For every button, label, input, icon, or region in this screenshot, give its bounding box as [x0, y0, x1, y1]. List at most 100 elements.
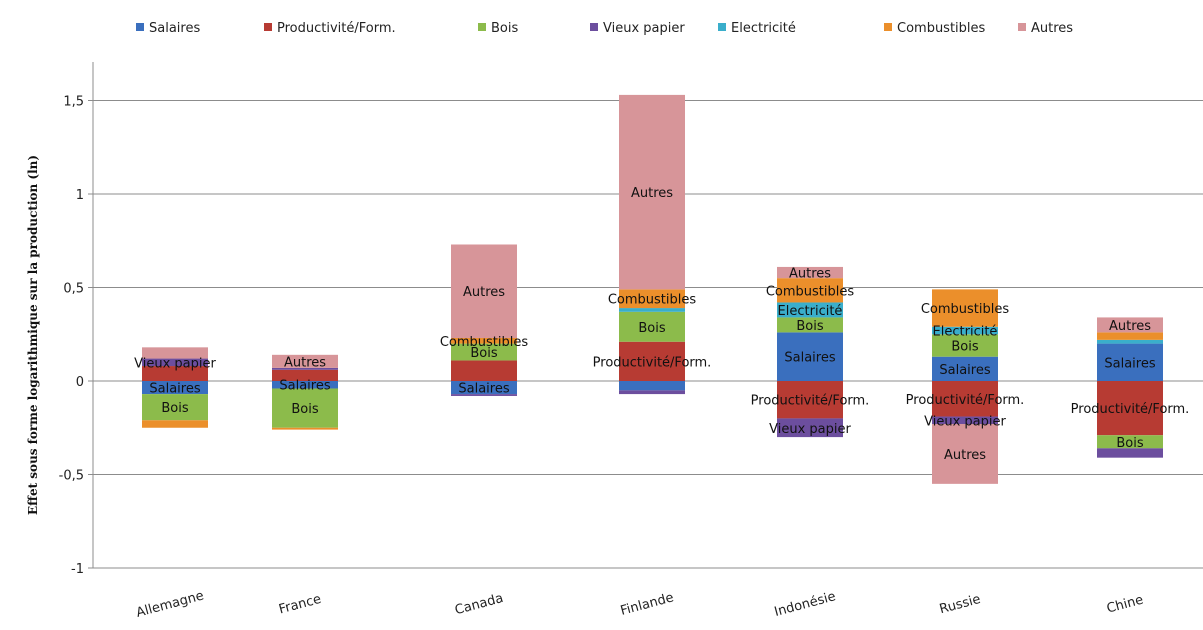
bar-segment-france-vieux-papier	[272, 367, 338, 370]
bar-segment-chine-bois	[1097, 435, 1163, 449]
y-tick-label: 0,5	[63, 282, 84, 297]
bar-segment-allemagne-bois	[142, 394, 208, 421]
segment-label: Productivité/Form.	[751, 394, 870, 409]
legend-item-salaires: Salaires	[136, 21, 200, 36]
segment-label: Vieux papier	[924, 414, 1006, 429]
segment-label: Bois	[1116, 436, 1143, 451]
category-label-russie: Russie	[938, 592, 982, 617]
segment-label: Salaires	[279, 379, 330, 394]
bar-segment-canada-productivite-form	[451, 360, 517, 381]
segment-label: Salaires	[784, 351, 835, 366]
segment-label: Productivité/Form.	[1071, 402, 1190, 417]
bar-segment-france-productivite-form	[272, 369, 338, 381]
bar-segment-russie-vieux-papier	[932, 416, 998, 425]
segment-label: Bois	[951, 339, 978, 354]
bar-segment-canada-combustibles	[451, 337, 517, 344]
segment-label: Autres	[631, 186, 673, 201]
segment-label: Autres	[463, 285, 505, 300]
bar-segment-finlande-bois	[619, 311, 685, 342]
bar-segment-allemagne-autres	[142, 347, 208, 359]
legend-label: Vieux papier	[603, 21, 685, 36]
y-axis-label: Effet sous forme logarithmique sur la pr…	[26, 155, 40, 515]
bar-stack-finlande	[619, 94, 685, 395]
segment-label: Electricité	[933, 325, 998, 340]
bar-segment-indonesie-salaires	[777, 332, 843, 381]
segment-label: Vieux papier	[769, 422, 851, 437]
bar-stack-russie	[932, 289, 998, 484]
legend-item-productivite-form: Productivité/Form.	[264, 21, 396, 36]
bar-segment-canada-vieux-papier	[451, 394, 517, 396]
bars	[142, 94, 1163, 484]
category-label-france: France	[277, 592, 323, 618]
bar-segment-france-salaires	[272, 381, 338, 389]
segment-label: Vieux papier	[134, 356, 216, 371]
bar-segment-russie-autres	[932, 424, 998, 484]
legend: Salaires Productivité/Form. Bois Vieux papi…	[136, 21, 1073, 36]
bar-segment-france-combustibles	[272, 427, 338, 430]
y-tick-label: 1	[76, 188, 84, 203]
legend-item-combustibles: Combustibles	[884, 21, 986, 36]
segment-label: Autres	[1109, 319, 1151, 334]
bar-segment-allemagne-salaires	[142, 381, 208, 395]
segment-label: Salaires	[939, 363, 990, 378]
segment-label: Autres	[789, 267, 831, 282]
y-tick-labels: -1 -0,5 0 0,5 1 1,5	[59, 95, 84, 578]
bar-segment-finlande-salaires	[619, 381, 685, 391]
segment-label: Productivité/Form.	[906, 393, 1025, 408]
bar-segment-chine-autres	[1097, 317, 1163, 333]
y-tick-label: 0	[76, 375, 84, 390]
legend-label: Productivité/Form.	[277, 21, 396, 36]
bar-segment-finlande-autres	[619, 94, 685, 290]
bar-stack-canada	[451, 244, 517, 396]
bar-segment-russie-productivite-form	[932, 381, 998, 417]
segment-label: Salaires	[1104, 356, 1155, 371]
bar-segment-allemagne-combustibles	[142, 420, 208, 428]
segment-label: Autres	[284, 355, 326, 370]
category-label-chine: Chine	[1105, 593, 1145, 617]
bar-segment-allemagne-vieux-papier	[142, 358, 208, 367]
category-label-canada: Canada	[453, 591, 505, 618]
legend-swatch	[718, 23, 726, 31]
legend-label: Bois	[491, 21, 518, 36]
bar-segment-france-autres	[272, 354, 338, 368]
bar-segment-russie-electricite	[932, 326, 998, 335]
bar-segment-indonesie-vieux-papier	[777, 418, 843, 438]
bar-segment-chine-combustibles	[1097, 332, 1163, 340]
segment-label: Combustibles	[440, 335, 529, 350]
bar-segment-indonesie-autres	[777, 266, 843, 279]
legend-label: Combustibles	[897, 21, 986, 36]
bar-segment-indonesie-productivite-form	[777, 381, 843, 419]
bar-segment-canada-salaires	[451, 381, 517, 395]
bar-segment-finlande-electricite	[619, 308, 685, 312]
legend-item-vieux-papier: Vieux papier	[590, 21, 685, 36]
bar-segment-chine-salaires	[1097, 343, 1163, 381]
bar-segment-finlande-combustibles	[619, 289, 685, 309]
segment-label: Bois	[470, 346, 497, 361]
bar-segment-france-bois	[272, 388, 338, 428]
legend-swatch	[590, 23, 598, 31]
category-label-allemagne: Allemagne	[135, 588, 206, 620]
legend-swatch	[884, 23, 892, 31]
bar-segment-chine-electricite	[1097, 339, 1163, 344]
bar-segment-russie-salaires	[932, 356, 998, 381]
legend-item-autres: Autres	[1018, 21, 1073, 36]
legend-swatch	[1018, 23, 1026, 31]
segment-label: Bois	[291, 402, 318, 417]
bar-segment-indonesie-bois	[777, 317, 843, 333]
segment-label: Bois	[161, 401, 188, 416]
bar-segment-finlande-productivite-form	[619, 341, 685, 381]
bar-stack-allemagne	[142, 347, 208, 428]
segment-label: Combustibles	[608, 293, 697, 308]
bar-segment-canada-autres	[451, 244, 517, 338]
y-tick-label: -0,5	[59, 469, 84, 484]
category-label-indonesie: Indonésie	[773, 589, 838, 620]
legend-item-bois: Bois	[478, 21, 518, 36]
bar-segment-finlande-vieux-papier	[619, 390, 685, 395]
bar-segment-canada-bois	[451, 343, 517, 361]
bar-stack-indonesie	[777, 266, 843, 438]
segment-label: Combustibles	[766, 284, 855, 299]
segment-label: Bois	[796, 319, 823, 334]
bar-segment-chine-vieux-papier	[1097, 448, 1163, 458]
